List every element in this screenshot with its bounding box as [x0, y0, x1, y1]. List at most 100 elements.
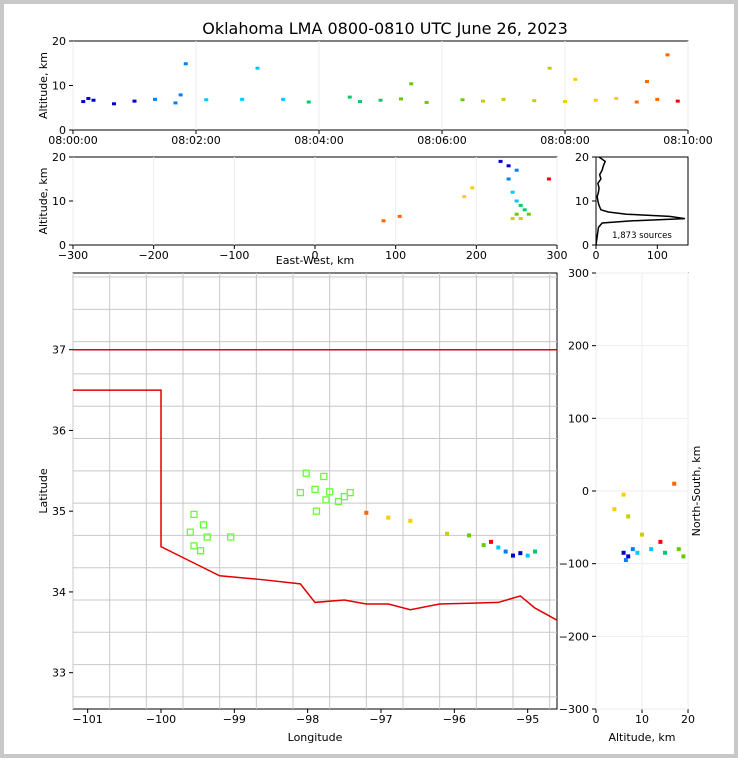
- lightning-source-mark: [358, 100, 362, 104]
- ns-source-mark: [612, 507, 617, 512]
- ew-source-mark: [518, 203, 523, 207]
- plan-source-mark: [364, 510, 369, 515]
- hist-alt-tick-label: 0: [582, 239, 589, 252]
- ns-tick-label: −200: [559, 630, 589, 643]
- lightning-source-mark: [593, 98, 598, 102]
- latitude-tick-label: 34: [52, 586, 66, 599]
- time-tick-label: 08:00:00: [48, 134, 97, 147]
- lightning-source-mark: [204, 98, 209, 102]
- ew-tick-label: 300: [547, 249, 568, 262]
- ns-source-mark: [649, 547, 654, 552]
- lightning-source-mark: [665, 53, 670, 57]
- ew-tick-label: 100: [385, 249, 406, 262]
- ns-source-mark: [635, 550, 640, 555]
- lma-station-marker: [199, 521, 208, 529]
- lma-station-marker: [227, 533, 235, 541]
- hist-alt-tick-label: 20: [575, 151, 589, 164]
- plan-source-mark: [445, 531, 449, 536]
- ns-source-mark: [621, 492, 626, 497]
- plan-source-mark: [489, 539, 493, 544]
- lightning-source-mark: [645, 80, 649, 84]
- ns-source-mark: [681, 554, 686, 559]
- ew-tick-label: −100: [219, 249, 249, 262]
- ns-source-mark: [630, 547, 635, 552]
- ns-ylabel: North-South, km: [690, 446, 703, 537]
- lma-station-marker: [190, 542, 198, 550]
- ns-tick-label: −100: [559, 558, 589, 571]
- hist-tick-label: 100: [647, 249, 668, 262]
- lma-station-marker: [196, 547, 205, 555]
- ew-source-mark: [470, 186, 475, 190]
- lightning-source-mark: [634, 100, 639, 104]
- ns-source-mark: [623, 558, 628, 563]
- lma-station-marker: [296, 488, 304, 497]
- lightning-source-mark: [573, 77, 578, 81]
- time-tick-label: 08:04:00: [294, 134, 343, 147]
- plan-source-mark: [467, 533, 471, 538]
- plan-source-mark: [408, 518, 413, 523]
- time-tick-label: 08:02:00: [171, 134, 220, 147]
- ew-source-mark: [506, 164, 511, 168]
- ew-tick-label: 200: [466, 249, 487, 262]
- altitude-tick-label: 0: [59, 124, 66, 137]
- ns-tick-label: 200: [568, 340, 589, 353]
- lightning-source-mark: [399, 97, 403, 101]
- lightning-source-mark: [563, 100, 567, 104]
- lightning-source-mark: [655, 97, 660, 101]
- plan-source-mark: [518, 551, 523, 556]
- longitude-axis-label: Longitude: [288, 731, 343, 744]
- ew-alt-tick-label: 10: [52, 195, 66, 208]
- ew-source-mark: [510, 217, 515, 221]
- longitude-tick-label: −98: [296, 713, 319, 726]
- ew-source-mark: [506, 177, 511, 181]
- lma-station-marker: [322, 496, 330, 504]
- ew-source-mark: [510, 190, 515, 194]
- county-lines: [72, 273, 557, 709]
- ns-source-mark: [663, 550, 667, 555]
- lma-station-marker: [311, 485, 319, 494]
- lma-station-marker: [346, 488, 354, 497]
- longitude-tick-label: −96: [443, 713, 466, 726]
- altitude-tick-label: 20: [52, 35, 66, 48]
- plan-view-panel: [72, 272, 558, 710]
- plan-source-mark: [503, 549, 508, 554]
- time-height-ylabel: Altitude, km: [37, 52, 50, 119]
- lightning-source-mark: [112, 102, 116, 106]
- time-tick-label: 08:08:00: [540, 134, 589, 147]
- longitude-tick-label: −97: [369, 713, 392, 726]
- ew-source-mark: [526, 212, 531, 216]
- ns-tick-label: −300: [559, 703, 589, 716]
- lma-station-marker: [190, 510, 198, 519]
- latitude-tick-label: 33: [52, 667, 66, 680]
- lightning-source-mark: [91, 98, 96, 102]
- lightning-source-mark: [547, 66, 552, 70]
- latitude-tick-label: 36: [52, 424, 66, 437]
- plan-source-mark: [511, 553, 515, 558]
- figure-canvas: 08:00:00 08:02:00 08:04:00 08:06:00 08:08:00…: [37, 35, 713, 744]
- lightning-source-mark: [173, 101, 178, 105]
- oklahoma-south-border: [73, 389, 558, 621]
- plan-source-mark: [533, 549, 537, 554]
- ew-alt-tick-label: 0: [59, 239, 66, 252]
- ns-alt-tick-label: 0: [593, 713, 600, 726]
- altitude-tick-label: 10: [52, 80, 66, 93]
- lma-station-marker: [334, 497, 343, 506]
- ew-source-mark: [522, 208, 527, 212]
- lightning-source-mark: [378, 98, 383, 102]
- figure-title: Oklahoma LMA 0800-0810 UTC June 26, 2023: [202, 19, 568, 38]
- lma-station-marker: [312, 507, 321, 515]
- altitude-histogram-line: [595, 156, 686, 246]
- ns-source-mark: [626, 554, 631, 559]
- plan-source-mark: [525, 553, 530, 558]
- ns-alt-tick-label: 20: [681, 713, 695, 726]
- lightning-source-mark: [281, 97, 286, 101]
- time-height-panel: [72, 40, 689, 131]
- ew-source-mark: [397, 214, 402, 218]
- lma-station-marker: [326, 488, 334, 496]
- time-tick-label: 08:10:00: [663, 134, 712, 147]
- ns-source-mark: [672, 481, 677, 486]
- plan-source-mark: [386, 515, 391, 520]
- ns-source-mark: [621, 550, 626, 555]
- lightning-source-mark: [255, 66, 260, 70]
- lightning-source-mark: [86, 96, 91, 100]
